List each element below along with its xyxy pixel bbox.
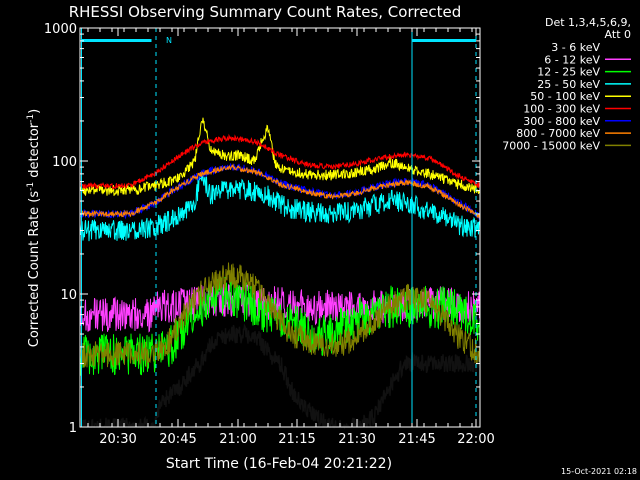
x-tick-label: 21:30 <box>338 432 375 447</box>
legend-label: 100 - 300 keV <box>523 103 600 116</box>
series-line-25-to-50keV <box>79 172 481 242</box>
y-axis-label: Corrected Count Rate (s-1 detector-1) <box>26 109 42 347</box>
footer-timestamp: 15-Oct-2021 02:18 <box>561 467 637 476</box>
legend-header-line2: Att 0 <box>605 28 631 41</box>
y-tick-label: 1000 <box>44 22 77 37</box>
y-tick-label: 100 <box>52 155 77 170</box>
legend-label: 6 - 12 keV <box>544 53 600 66</box>
x-tick-label: 21:00 <box>219 432 256 447</box>
night-bar-right <box>412 39 476 42</box>
legend-label: 300 - 800 keV <box>523 115 600 128</box>
legend-label: 3 - 6 keV <box>551 41 600 54</box>
chart-title: RHESSI Observing Summary Count Rates, Co… <box>69 3 462 21</box>
series-layer <box>79 117 481 430</box>
legend-header-line1: Det 1,3,4,5,6,9, <box>545 16 631 29</box>
x-tick-label: 22:00 <box>457 432 494 447</box>
x-tick-label: 21:45 <box>398 432 435 447</box>
x-tick-label: 21:15 <box>278 432 315 447</box>
series-line-7000-to-15000keV <box>79 262 481 368</box>
observing-markers: N <box>81 28 477 427</box>
legend-label: 12 - 25 keV <box>537 66 600 79</box>
legend-label: 7000 - 15000 keV <box>502 139 600 152</box>
x-tick-label: 20:30 <box>99 432 136 447</box>
x-axis-label: Start Time (16-Feb-04 20:21:22) <box>166 456 392 472</box>
legend-label: 800 - 7000 keV <box>516 127 600 140</box>
x-axis: 20:30 20:45 21:00 21:15 21:30 21:45 22:00 <box>87 28 495 447</box>
y-tick-label: 1 <box>69 421 77 436</box>
series-line-800-to-7000keV <box>79 163 481 219</box>
series-line-100-to-300keV <box>79 133 481 190</box>
legend-label: 50 - 100 keV <box>530 90 600 103</box>
series-line-3-to-6keV <box>79 323 481 430</box>
night-marker-label: N <box>166 36 172 45</box>
y-axis: 1000 100 10 1 <box>44 22 480 436</box>
y-tick-label: 10 <box>60 288 77 303</box>
x-tick-label: 20:45 <box>159 432 196 447</box>
legend-label: 25 - 50 keV <box>537 78 600 91</box>
series-line-50-to-100keV <box>79 117 481 196</box>
night-bar-left <box>81 39 152 42</box>
